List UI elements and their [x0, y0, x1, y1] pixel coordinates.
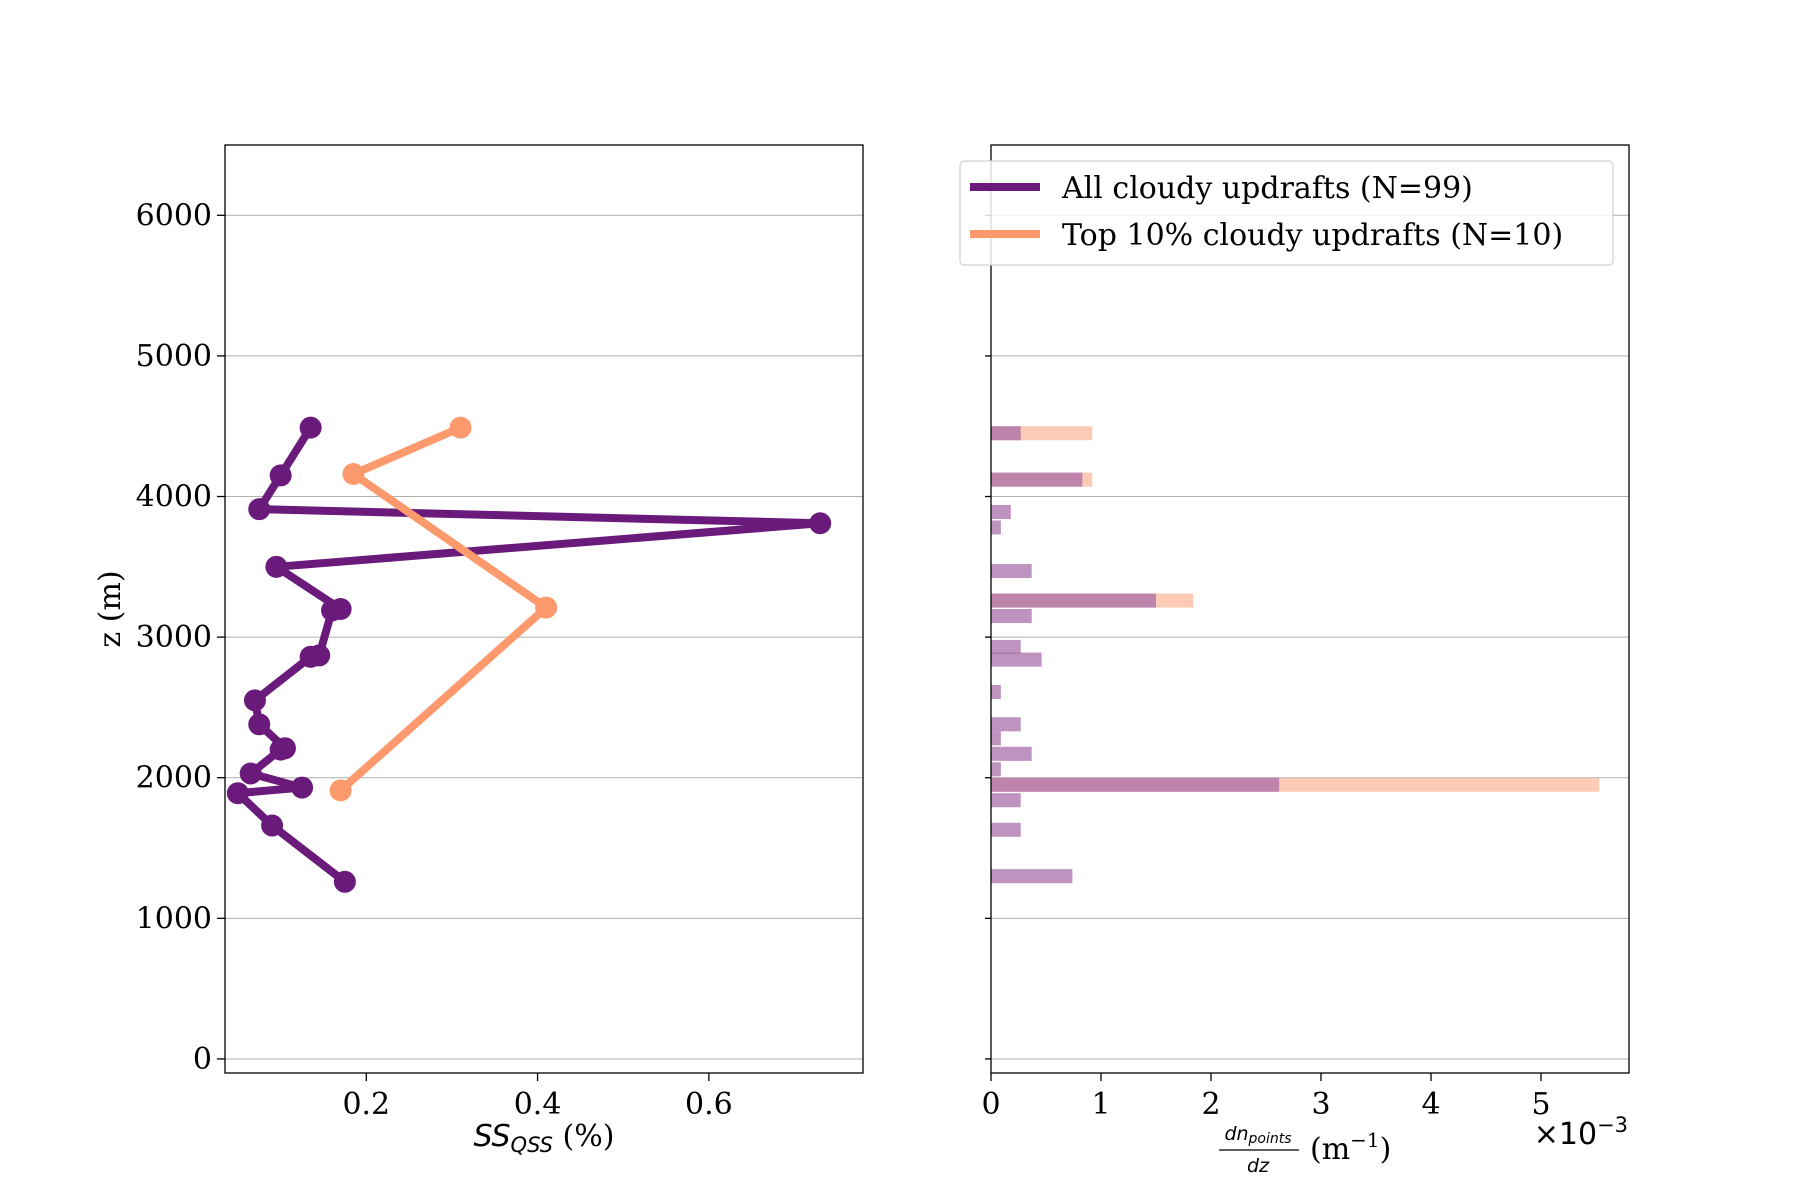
right-xtick-label: 2	[1201, 1087, 1220, 1122]
series-point-0	[291, 776, 314, 799]
hist-bar	[991, 504, 1011, 520]
left-xlabel-sub: QSS	[511, 1133, 553, 1157]
series-point-0	[321, 599, 344, 622]
left-xtick-label: 0.4	[514, 1087, 562, 1122]
hist-bar	[991, 593, 1156, 608]
series-point-0	[269, 464, 292, 487]
right-offset-exp: −3	[1597, 1113, 1628, 1137]
legend-box	[959, 160, 1614, 266]
left-ytick-label: 3000	[136, 620, 212, 655]
left-yticks: 0 1000 2000 3000 4000 5000 6000	[136, 198, 225, 1077]
left-ytick-label: 4000	[136, 480, 212, 515]
hist-bar	[991, 717, 1021, 732]
series-point-0	[239, 762, 262, 785]
left-ytick-label: 2000	[136, 761, 212, 796]
left-xlabel-unit-space	[553, 1119, 563, 1154]
series-point-0	[299, 416, 322, 439]
right-grid	[991, 214, 1629, 1060]
left-xtick-label: 0.2	[342, 1087, 390, 1122]
legend-label-all-updrafts: All cloudy updrafts (N=99)	[1061, 171, 1473, 206]
series-point-1	[329, 779, 352, 802]
right-xtick-label: 1	[1091, 1087, 1110, 1122]
series-point-1	[535, 596, 558, 619]
hist-bar	[991, 564, 1032, 579]
right-xtick-label: 3	[1311, 1087, 1330, 1122]
right-xticks: 0 1 2 3 4 5	[981, 1073, 1551, 1122]
right-xlabel: dnpoints dz (m−1)	[1219, 1123, 1391, 1177]
left-ytick-label: 0	[193, 1042, 212, 1077]
left-xlabel: SSQSS (%)	[474, 1119, 615, 1157]
right-bars	[991, 426, 1600, 884]
left-axes-frame	[224, 144, 864, 1074]
left-ytick-label: 1000	[136, 901, 212, 936]
right-yticks	[985, 214, 991, 1060]
hist-bar	[991, 746, 1032, 761]
series-point-0	[809, 512, 832, 535]
right-xlabel-denominator: dz	[1247, 1155, 1270, 1177]
series-line-1	[337, 423, 551, 794]
right-xtick-label: 4	[1421, 1087, 1440, 1122]
right-offset-base: ×10	[1534, 1117, 1597, 1152]
left-series	[226, 416, 832, 893]
series-point-0	[243, 689, 266, 712]
left-panel: 0.2 0.4 0.6 0 1000 2000 3000 4000 5000 6000 z (m…	[93, 144, 864, 1157]
hist-bar	[991, 777, 1280, 792]
series-point-1	[342, 463, 365, 486]
left-ylabel: z (m)	[93, 570, 128, 647]
hist-bar	[991, 762, 1001, 777]
left-xticks: 0.2 0.4 0.6	[342, 1073, 733, 1122]
hist-bar	[991, 793, 1021, 808]
left-xtick-label: 0.6	[685, 1087, 733, 1122]
series-point-0	[333, 870, 356, 893]
legend: All cloudy updrafts (N=99) Top 10% cloud…	[959, 160, 1614, 266]
right-xtick-label: 5	[1531, 1087, 1550, 1122]
series-point-0	[299, 645, 322, 668]
left-xlabel-main: SS	[474, 1119, 511, 1154]
left-ytick-label: 5000	[136, 339, 212, 374]
hist-bar	[991, 639, 1021, 654]
series-point-0	[248, 498, 271, 521]
series-point-0	[261, 814, 284, 837]
left-grid	[225, 214, 863, 1060]
hist-bar	[991, 684, 1001, 699]
hist-bar	[991, 426, 1021, 441]
right-xlabel-numerator: dnpoints	[1224, 1123, 1291, 1147]
right-axes-frame	[990, 144, 1630, 1074]
series-point-0	[248, 713, 271, 736]
hist-bar	[991, 869, 1073, 884]
right-panel: 0 1 2 3 4 5 ×10−3 dnpoints dz (m−1)	[981, 144, 1630, 1177]
hist-bar	[991, 609, 1032, 624]
legend-label-top-updrafts: Top 10% cloudy updrafts (N=10)	[1062, 218, 1563, 253]
right-offset-multiplier: ×10−3	[1534, 1113, 1628, 1152]
hist-bar	[991, 822, 1021, 837]
series-point-0	[226, 782, 249, 805]
series-point-1	[449, 416, 472, 439]
series-point-0	[269, 738, 292, 761]
hist-bar	[991, 731, 1001, 746]
hist-bar	[991, 652, 1042, 667]
right-xtick-label: 0	[981, 1087, 1000, 1122]
left-xlabel-unit: (%)	[563, 1119, 615, 1154]
right-xlabel-unit: (m−1)	[1310, 1128, 1391, 1167]
left-ytick-label: 6000	[136, 198, 212, 233]
hist-bar	[991, 520, 1001, 535]
hist-bar	[991, 472, 1083, 487]
series-point-0	[265, 555, 288, 578]
